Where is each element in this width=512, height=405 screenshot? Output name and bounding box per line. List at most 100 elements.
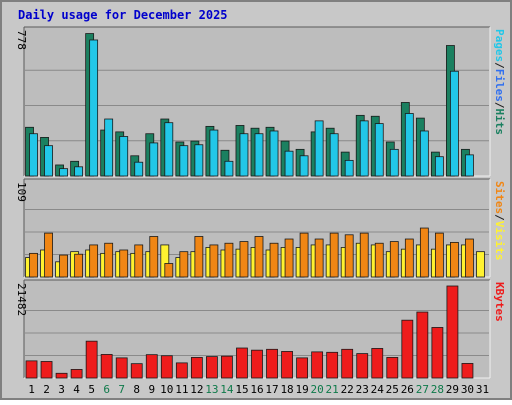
x-axis-labels: 1 2 3 4 5 6 7 8 9 10 11 12 13 14 15 16 17 18 19 20 21 22 23 24 2… [28,383,489,396]
bar-kbytes-day-25 [386,357,399,379]
x-tick-day-10: 10 [160,383,173,396]
legend-separator: / [493,102,506,109]
bar-sites-day-18 [284,238,294,278]
legend-kbytes: KBytes [493,282,506,322]
bar-files-day-11 [179,145,189,177]
x-tick-day-20: 20 [311,383,324,396]
bar-sites-day-2 [44,232,53,278]
bar-kbytes-day-12 [190,357,203,379]
bar-kbytes-day-28 [431,327,444,379]
bar-kbytes-day-1 [25,360,38,379]
bar-files-day-1 [29,133,38,177]
bar-sites-day-6 [104,242,114,278]
bar-files-day-6 [104,118,114,177]
bar-kbytes-day-5 [85,340,98,379]
bar-kbytes-day-4 [70,369,83,379]
bar-files-day-29 [450,70,459,177]
x-tick-day-21: 21 [326,383,339,396]
bar-kbytes-day-8 [130,363,143,379]
x-tick-day-29: 29 [446,383,459,396]
x-tick-day-13: 13 [205,383,218,396]
bar-files-day-12 [194,144,204,177]
bar-files-day-10 [164,122,174,177]
bar-sites-day-24 [374,242,384,278]
bar-sites-day-20 [314,238,324,278]
x-tick-day-30: 30 [461,383,474,396]
bar-sites-day-12 [194,236,204,278]
bar-sites-day-3 [59,254,68,278]
legend-files: Files [493,69,506,102]
x-tick-day-1: 1 [28,383,35,396]
x-tick-day-18: 18 [280,383,293,396]
bar-kbytes-day-18 [281,351,293,379]
bar-sites-day-29 [450,241,459,278]
x-tick-day-31: 31 [476,383,489,396]
bar-kbytes-day-30 [461,363,474,379]
bar-files-day-20 [314,120,324,177]
bar-sites-day-21 [329,232,339,278]
bar-files-day-14 [224,160,234,177]
bar-sites-day-25 [389,241,399,278]
bar-files-day-5 [89,39,99,177]
bar-files-day-23 [359,120,369,177]
bar-files-day-25 [389,148,399,177]
legend-kbytes: KBytes [493,282,506,322]
bar-files-day-8 [134,161,144,177]
bar-kbytes-day-22 [341,348,354,379]
x-tick-day-23: 23 [356,383,369,396]
x-tick-day-24: 24 [371,383,385,396]
x-tick-day-19: 19 [295,383,308,396]
bar-sites-day-16 [254,236,264,278]
bar-files-day-27 [419,130,429,177]
bar-kbytes-day-29 [446,285,459,379]
bar-kbytes-day-15 [236,347,248,379]
bar-files-day-17 [269,130,279,177]
bar-files-day-9 [149,142,159,177]
bar-kbytes-day-14 [221,355,233,379]
bar-files-day-4 [74,166,84,177]
x-tick-day-15: 15 [235,383,248,396]
bar-kbytes-day-21 [326,351,339,379]
bar-sites-day-26 [404,238,414,278]
ymax-label-visits-sites: 109 [15,182,28,202]
bar-kbytes-day-13 [206,356,218,379]
bar-sites-day-17 [269,242,279,278]
legend-hits: Hits [493,109,506,136]
x-tick-day-8: 8 [133,383,140,396]
legend-separator: / [493,214,506,221]
bar-sites-day-27 [419,227,429,278]
bar-kbytes-day-27 [416,311,429,379]
bar-files-day-26 [404,113,414,177]
bar-kbytes-day-10 [160,355,173,379]
x-tick-day-7: 7 [118,383,125,396]
bar-kbytes-day-6 [100,354,113,379]
legend-separator: / [493,62,506,69]
bar-sites-day-7 [119,249,129,278]
ymax-label-kbytes: 21482 [15,283,28,316]
chart-title: Daily usage for December 2025 [18,8,228,22]
bar-sites-day-4 [74,253,84,278]
bar-kbytes-day-23 [356,353,369,379]
bar-files-day-21 [329,133,339,177]
bar-kbytes-day-20 [311,351,324,379]
bar-sites-day-1 [29,252,38,278]
bar-kbytes-day-11 [175,362,188,379]
bar-sites-day-22 [344,234,354,278]
bar-files-day-24 [374,123,384,177]
legend-pages-files-hits: Pages/Files/Hits [493,29,506,135]
bar-sites-day-8 [134,244,144,278]
bar-sites-day-15 [239,241,249,278]
bar-kbytes-day-9 [145,354,158,379]
bar-kbytes-day-16 [251,349,263,379]
bar-sites-day-28 [434,232,444,278]
bar-sites-day-9 [149,236,159,278]
bar-visits-day-31 [476,251,485,278]
legend-visits-sites: Sites/Visits [493,181,506,261]
ymax-label-pages-files-hits: 778 [15,30,28,50]
legend-visits: Visits [493,221,506,261]
bar-files-day-30 [465,154,474,177]
bar-sites-day-19 [299,232,309,278]
bar-sites-day-5 [89,244,99,278]
